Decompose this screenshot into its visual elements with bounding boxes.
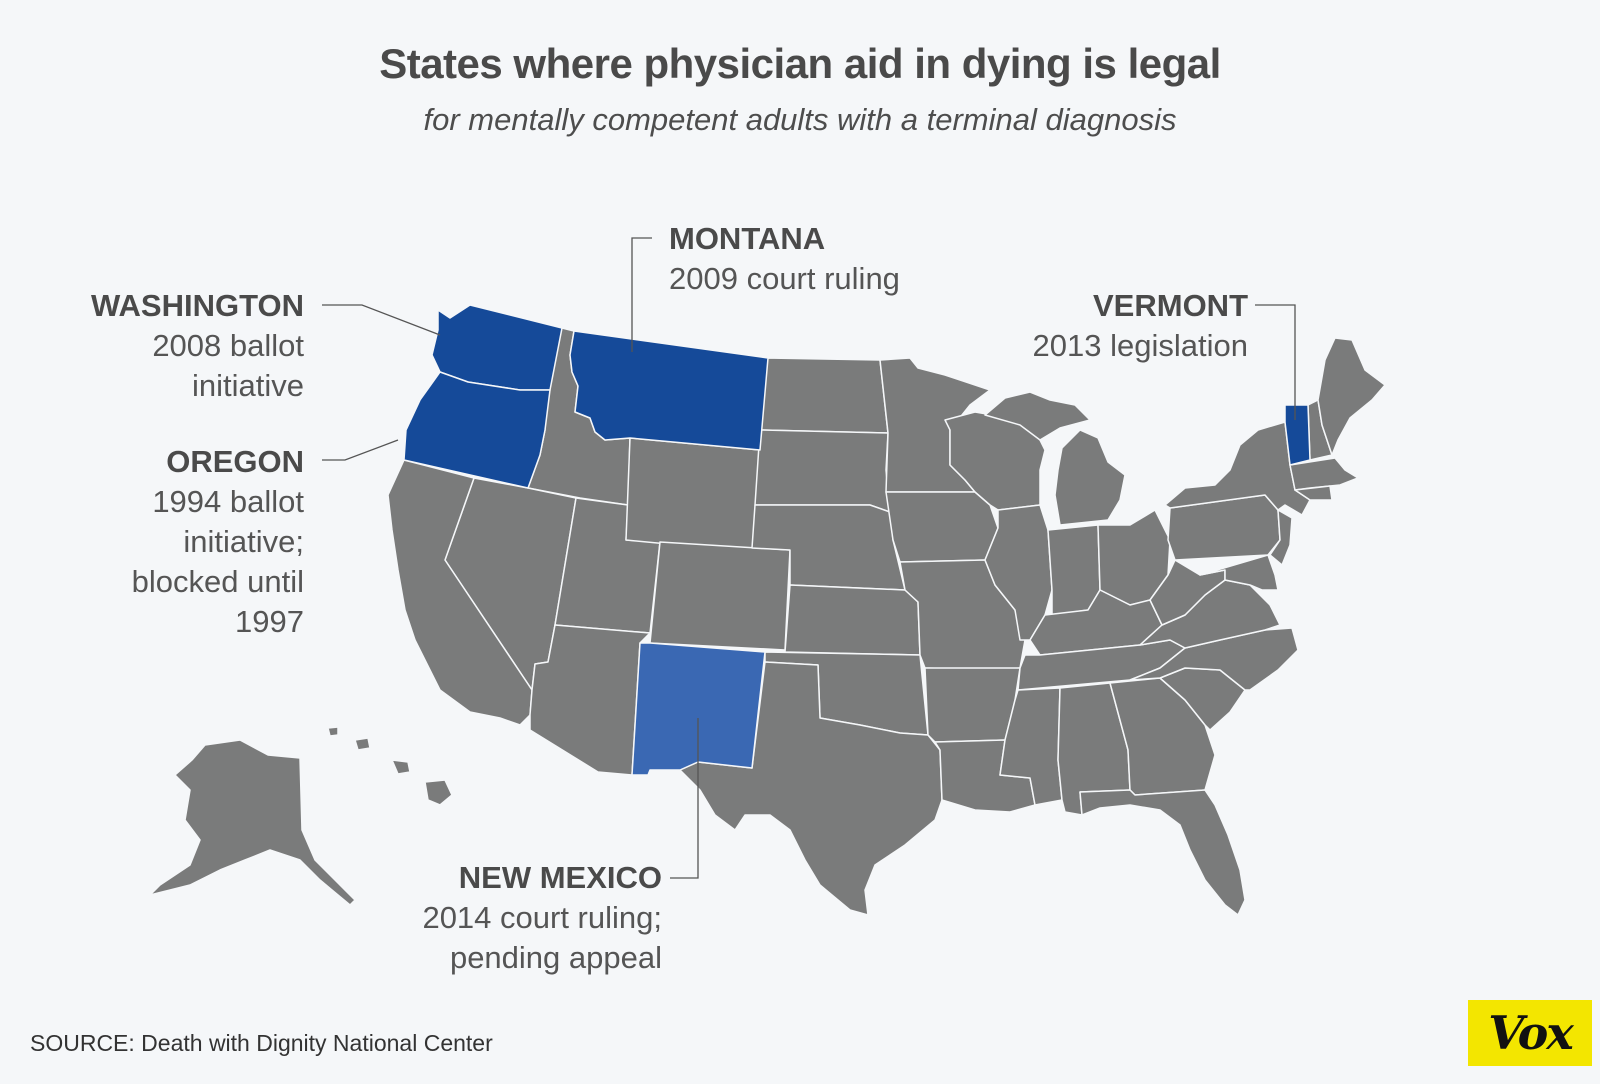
map-subtitle: for mentally competent adults with a ter… [423, 102, 1177, 137]
montana-label: MONTANA 2009 court ruling [669, 221, 900, 296]
montana-callout-line [631, 237, 652, 352]
vermont-callout-line [1255, 304, 1296, 420]
state-hawaii-maui [391, 759, 411, 775]
state-hawaii-kauai [327, 726, 339, 737]
state-vermont [1284, 404, 1311, 466]
state-arizona [529, 624, 651, 776]
state-texas [679, 661, 943, 916]
state-california [387, 459, 533, 726]
state-hawaii [424, 779, 453, 806]
state-florida [1079, 789, 1246, 916]
state-arkansas [924, 667, 1021, 743]
state-wyoming [625, 437, 761, 553]
vox-logo: Vox [1468, 1000, 1592, 1066]
state-indiana [1047, 524, 1101, 616]
map-title: States where physician aid in dying is l… [379, 40, 1221, 87]
state-michigan-upper [984, 391, 1091, 441]
state-michigan [1054, 429, 1126, 526]
washington-label: WASHINGTON 2008 ballot initiative [91, 288, 304, 403]
state-iowa [885, 491, 999, 563]
state-connecticut [1294, 485, 1333, 501]
state-oregon [403, 371, 551, 489]
state-alaska [149, 739, 356, 906]
oregon-callout-line [322, 439, 399, 461]
state-hawaii-oahu [354, 737, 371, 751]
washington-callout-line [322, 304, 441, 336]
new-mexico-callout-line [670, 718, 699, 879]
new-mexico-label: NEW MEXICO 2014 court ruling; pending ap… [422, 860, 662, 975]
state-south-dakota [754, 429, 891, 513]
state-maryland [1199, 554, 1279, 591]
vermont-label: VERMONT 2013 legislation [1032, 288, 1248, 363]
state-illinois [984, 504, 1053, 641]
vox-logo-text: Vox [1488, 1006, 1574, 1060]
state-new-mexico [631, 642, 766, 776]
state-new-jersey [1269, 509, 1293, 566]
source-note: SOURCE: Death with Dignity National Cent… [30, 1030, 493, 1056]
oregon-label: OREGON 1994 ballot initiative; blocked u… [131, 444, 304, 639]
state-north-dakota [759, 357, 889, 434]
state-kansas [784, 584, 921, 656]
state-maine [1317, 337, 1386, 456]
state-colorado [649, 541, 791, 651]
state-montana [569, 330, 769, 451]
